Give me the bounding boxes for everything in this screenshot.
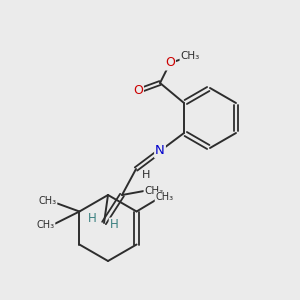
Text: N: N <box>155 145 165 158</box>
Text: H: H <box>88 212 96 226</box>
Text: O: O <box>133 85 143 98</box>
Text: O: O <box>165 56 175 70</box>
Text: CH₃: CH₃ <box>180 51 200 61</box>
Text: CH₃: CH₃ <box>38 196 56 206</box>
Text: CH₃: CH₃ <box>144 186 164 196</box>
Text: CH₃: CH₃ <box>155 193 174 202</box>
Text: H: H <box>142 170 150 180</box>
Text: CH₃: CH₃ <box>36 220 55 230</box>
Text: H: H <box>110 218 118 232</box>
